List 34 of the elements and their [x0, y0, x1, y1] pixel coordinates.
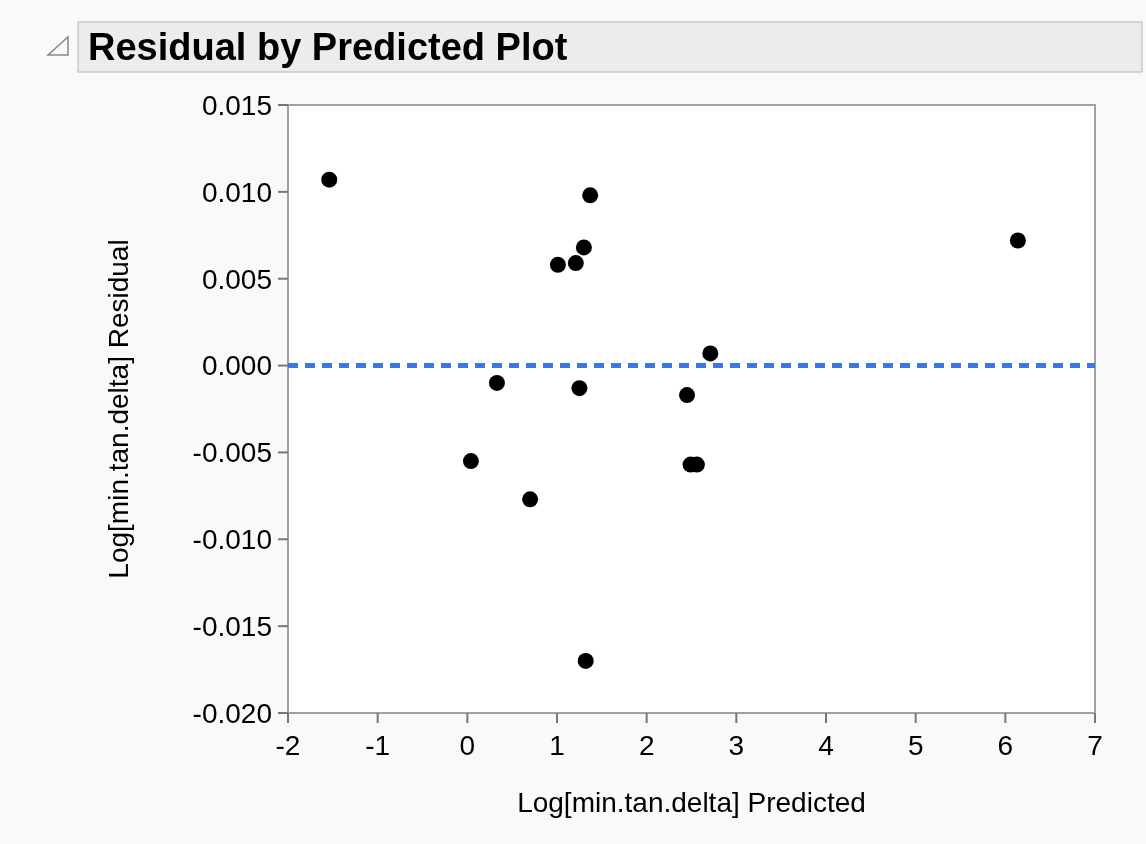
- point: [577, 652, 594, 669]
- y-tick-label: 0.000: [201, 350, 272, 382]
- y-tick-label: 0.015: [201, 89, 272, 121]
- chart-title: Residual by Predicted Plot: [88, 26, 568, 68]
- point: [488, 374, 505, 391]
- y-tick-label: 0.005: [201, 263, 272, 295]
- point: [321, 171, 338, 188]
- point: [702, 345, 719, 362]
- point: [567, 255, 584, 272]
- point: [582, 187, 599, 204]
- point: [575, 239, 592, 256]
- x-tick-label: 3: [728, 730, 745, 761]
- x-tick-label: 7: [1087, 730, 1103, 761]
- x-tick-label: -1: [365, 730, 391, 761]
- x-tick-label: 0: [459, 730, 476, 761]
- y-tick-label: -0.010: [192, 524, 272, 556]
- point: [549, 256, 566, 273]
- x-tick-label: 5: [907, 730, 924, 761]
- point: [462, 453, 479, 470]
- point: [522, 491, 539, 508]
- x-tick-label: 6: [997, 730, 1014, 761]
- y-tick-label: -0.005: [192, 437, 272, 469]
- x-tick-label: 4: [818, 730, 834, 761]
- x-tick-label: -2: [275, 730, 301, 761]
- point: [679, 387, 696, 404]
- point: [571, 380, 588, 397]
- y-axis-title: Log[min.tan.delta] Residual: [103, 239, 134, 579]
- y-tick-label: -0.020: [192, 697, 272, 729]
- x-tick-label: 1: [549, 730, 565, 761]
- x-axis-title: Log[min.tan.delta] Predicted: [517, 787, 866, 818]
- point: [1009, 232, 1026, 249]
- y-tick-label: 0.010: [201, 176, 272, 208]
- x-tick-label: 2: [638, 730, 655, 761]
- y-tick-label: -0.015: [192, 610, 272, 642]
